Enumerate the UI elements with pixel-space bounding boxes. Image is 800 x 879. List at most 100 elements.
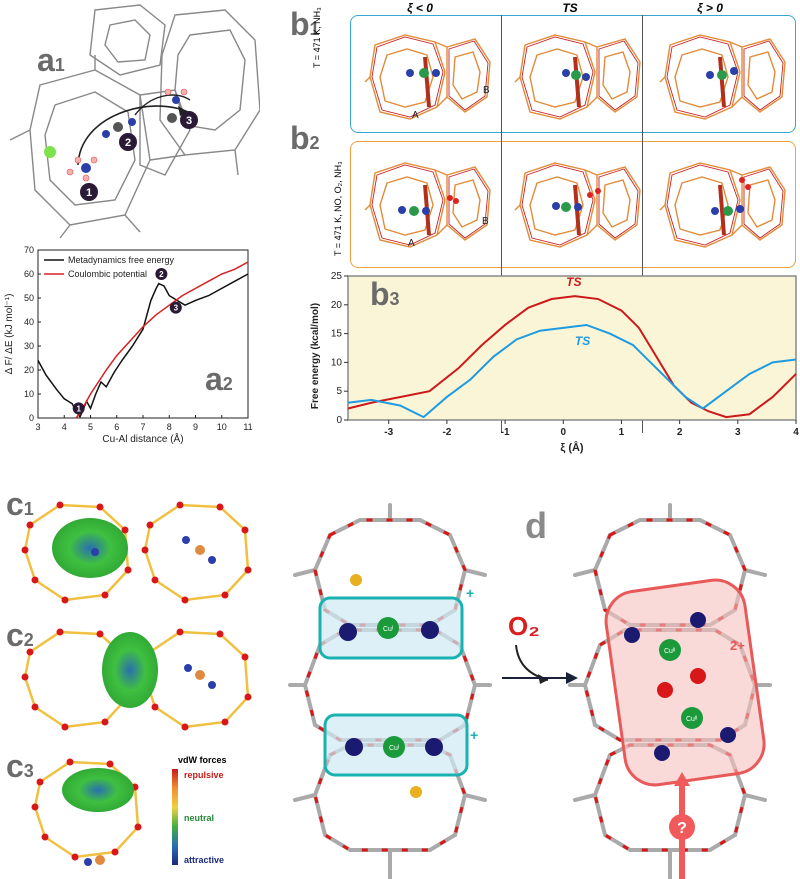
- panel-label-a1: a1: [37, 42, 65, 79]
- label-subscript: 1: [309, 19, 320, 39]
- b3-xlabel: ξ (Å): [560, 441, 584, 454]
- a1-marker-3-text: 3: [186, 115, 192, 127]
- label-letter: b: [370, 276, 390, 312]
- b3-xtick-label: 0: [560, 427, 566, 438]
- a2-ytick-label: 40: [24, 317, 34, 327]
- vdw-label-neutral: neutral: [184, 813, 215, 823]
- panel-label-a2: a2: [205, 361, 233, 398]
- a2-xtick-label: 3: [35, 422, 40, 432]
- label-subscript: 2: [23, 630, 34, 650]
- b3-ytick-label: 5: [336, 386, 342, 397]
- panel-a2: 3 4 5 6 7 8 9 10 11 0 10 20 30 40 50 60 70 Cu-Al distance…: [0, 238, 260, 448]
- label-letter: a: [205, 361, 223, 397]
- vdw-legend: vdW forces repulsive neutral attractive: [162, 755, 277, 865]
- a2-marker-text: 3: [174, 304, 179, 313]
- b1-side-label: T = 471 K, NH₃: [312, 7, 322, 68]
- a2-ytick-label: 70: [24, 245, 34, 255]
- a1-marker-1: 1: [80, 183, 98, 201]
- b3-ytick-label: 15: [331, 329, 343, 340]
- a2-xlabel: Cu-Al distance (Å): [102, 432, 183, 445]
- b3-xtick-label: 4: [793, 427, 799, 438]
- cu-left-bottom-label: Cuᴵ: [389, 745, 399, 752]
- a2-marker-text: 2: [159, 270, 164, 279]
- a2-xtick-label: 5: [88, 422, 93, 432]
- a1-marker-2-text: 2: [125, 137, 131, 149]
- label-letter: c: [6, 617, 24, 653]
- col-header-xi-neg: ξ < 0: [407, 1, 433, 15]
- a2-ylabel: Δ F/ ΔE (kJ mol⁻¹): [4, 294, 15, 375]
- b2-cage-a-label: A: [408, 238, 415, 249]
- b3-chart: -3 -2 -1 0 1 2 3 4 0 5 10 15 20 25 ξ (Å) Free energy (k…: [310, 272, 799, 454]
- charge-right: 2+: [730, 638, 745, 653]
- a1-marker-3: 3: [180, 111, 198, 129]
- a2-xtick-label: 6: [114, 422, 119, 432]
- col-header-xi-pos: ξ > 0: [697, 1, 723, 15]
- cu-right-top-label: Cuᴵᴵ: [664, 648, 675, 655]
- panel-label-c3: c3: [6, 748, 34, 785]
- b3-xtick-label: -3: [384, 427, 393, 438]
- label-letter: d: [525, 505, 547, 546]
- a1-zeolite-diagram: 1 2 3: [9, 4, 260, 239]
- b-separator-left: [501, 15, 502, 433]
- label-letter: c: [6, 748, 24, 784]
- charge-left-top: +: [466, 585, 474, 601]
- b-structures: A B A B: [363, 33, 787, 249]
- vdw-label-attractive: attractive: [184, 855, 225, 865]
- a2-xtick-label: 10: [217, 422, 227, 432]
- panel-label-b3: b3: [370, 276, 400, 313]
- panel-a1: a1: [0, 0, 260, 240]
- a2-ytick-label: 60: [24, 269, 34, 279]
- a2-marker-dot: [169, 301, 182, 314]
- b3-ytick-label: 25: [331, 272, 343, 282]
- b1-cage-a-label: A: [412, 110, 419, 121]
- panel-label-b2: b2: [290, 120, 320, 157]
- b3-ytick-label: 10: [331, 357, 343, 368]
- a2-legend-label: Metadynamics free energy: [68, 255, 175, 265]
- b2-box: [350, 141, 796, 268]
- b3-series-1: [347, 323, 797, 419]
- charge-left-bottom: +: [470, 727, 478, 743]
- label-letter: b: [290, 120, 310, 156]
- a2-series-1: [75, 261, 249, 419]
- a2-marker-dot: [72, 402, 85, 415]
- b3-xtick-label: 2: [677, 427, 683, 438]
- b2-cage-b-label: B: [482, 216, 489, 227]
- b3-plot-frame: [347, 275, 797, 421]
- a2-xtick-label: 11: [243, 422, 252, 432]
- b3-ylabel: Free energy (kcal/mol): [310, 303, 321, 409]
- c-structures: [20, 500, 253, 866]
- d-diagram: Cuᴵ + Cuᴵ + O₂ 2+ Cuᴵᴵ Cuᴵᴵ ?: [288, 503, 772, 879]
- panel-label-d: d: [525, 505, 547, 547]
- panel-label-b1: b1: [290, 6, 320, 43]
- cu-left-top-label: Cuᴵ: [383, 626, 393, 633]
- a2-ytick-label: 50: [24, 293, 34, 303]
- a2-marker-2: 2: [155, 268, 168, 280]
- b3-xtick-label: -1: [501, 427, 510, 438]
- panel-label-c1: c1: [6, 486, 34, 523]
- b3-xtick-label: 3: [735, 427, 741, 438]
- a2-marker-text: 1: [76, 404, 81, 413]
- b3-series-0: [347, 295, 797, 419]
- o2-label: O₂: [508, 611, 540, 641]
- label-subscript: 2: [309, 133, 320, 153]
- b3-ts-label-red: TS: [566, 275, 581, 289]
- a2-xtick-label: 7: [140, 422, 145, 432]
- b2-side-label: T = 471 K, NO, O₂, NH₃: [333, 161, 343, 256]
- b1-cage-b-label: B: [483, 85, 490, 96]
- a2-marker-dot: [155, 268, 168, 280]
- b3-xtick-label: -2: [442, 427, 451, 438]
- a2-legend-label: Coulombic potential: [68, 269, 147, 279]
- a2-marker-1: 1: [72, 402, 85, 415]
- panel-label-c2: c2: [6, 617, 34, 654]
- a2-ytick-label: 10: [24, 389, 34, 399]
- vdw-colorbar: [172, 769, 178, 865]
- label-letter: b: [290, 6, 310, 42]
- b3-ytick-label: 0: [336, 415, 342, 426]
- nh3-molecule-1: [66, 156, 98, 182]
- vdw-label-repulsive: repulsive: [184, 770, 224, 780]
- a2-ytick-label: 30: [24, 341, 34, 351]
- a2-ytick-label: 0: [29, 413, 34, 423]
- a2-xtick-label: 4: [62, 422, 67, 432]
- label-letter: a: [37, 42, 55, 78]
- a2-xtick-label: 8: [167, 422, 172, 432]
